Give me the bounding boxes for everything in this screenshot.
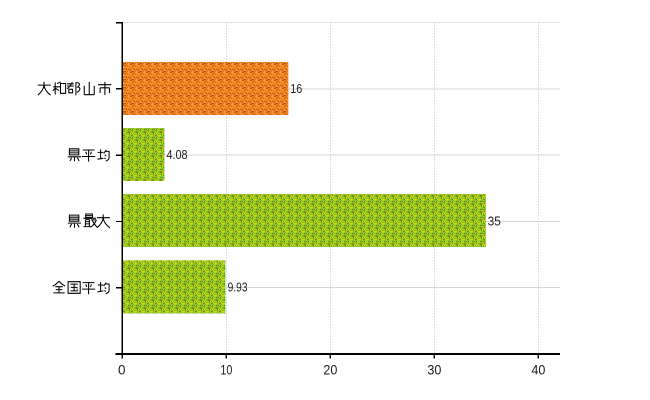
svg-text:4.08: 4.08 — [167, 148, 188, 162]
svg-text:35: 35 — [488, 214, 501, 228]
svg-text:30: 30 — [427, 362, 441, 377]
svg-text:40: 40 — [531, 362, 545, 377]
svg-text:10: 10 — [220, 362, 232, 377]
svg-text:20: 20 — [323, 362, 337, 377]
svg-text:9.93: 9.93 — [228, 281, 248, 295]
svg-text:16: 16 — [290, 82, 302, 96]
svg-text:0: 0 — [118, 362, 126, 377]
